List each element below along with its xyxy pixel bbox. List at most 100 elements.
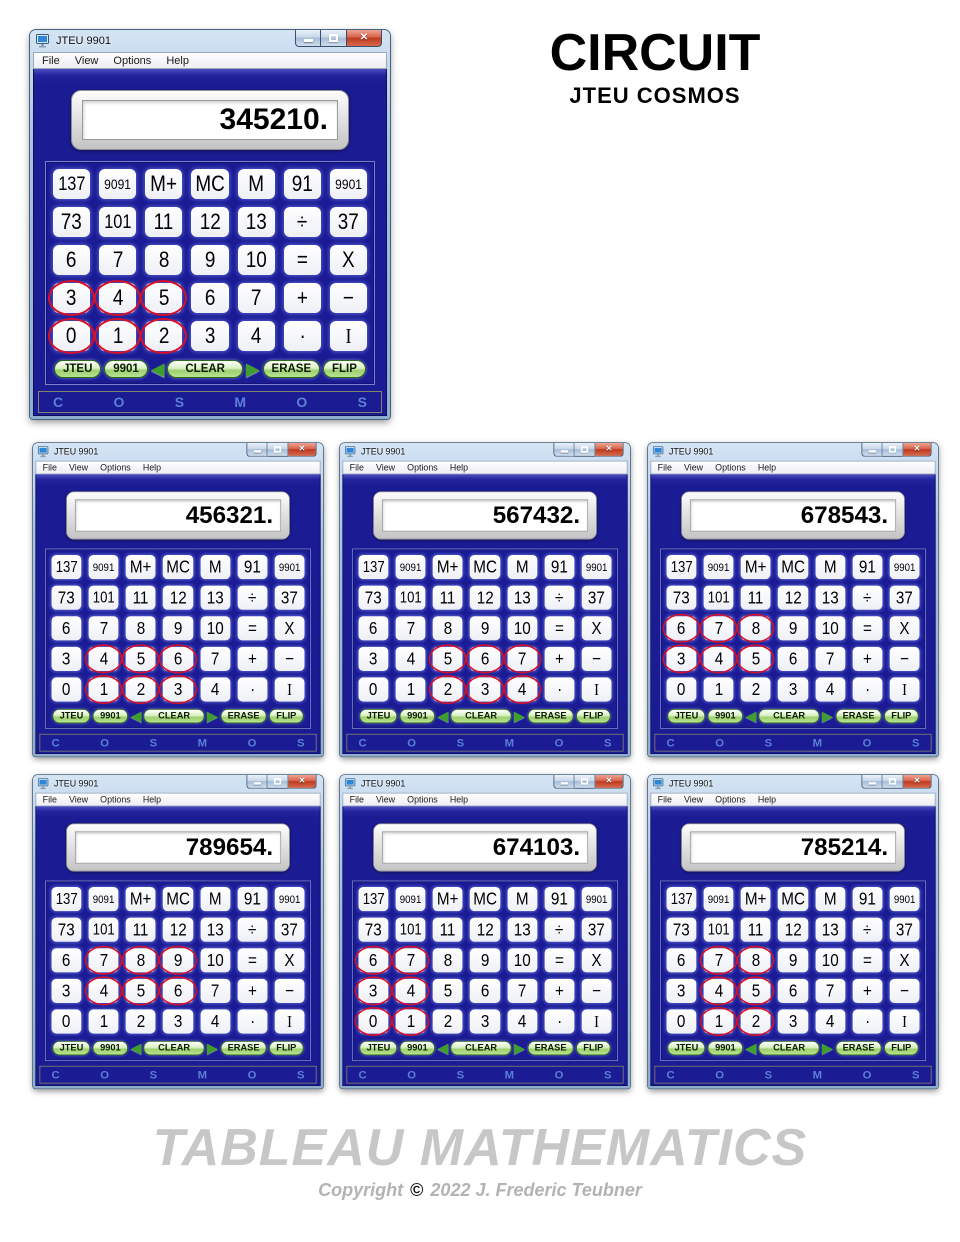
key-5[interactable]: 5 xyxy=(736,644,775,674)
key-4[interactable]: 4 xyxy=(237,321,275,351)
key-7[interactable]: 7 xyxy=(815,646,846,671)
key-12[interactable]: 12 xyxy=(778,585,808,610)
key-·[interactable]: · xyxy=(852,1009,883,1034)
minimize-button[interactable] xyxy=(861,775,883,789)
key-X[interactable]: X xyxy=(329,245,367,275)
key-9[interactable]: 9 xyxy=(778,948,808,973)
window-titlebar[interactable]: JTEU 9901 ✕ xyxy=(33,30,387,52)
key-=[interactable]: = xyxy=(852,948,883,973)
key-·[interactable]: · xyxy=(544,677,575,702)
key-6[interactable]: 6 xyxy=(51,616,82,641)
close-button[interactable]: ✕ xyxy=(287,775,317,789)
key-M[interactable]: M xyxy=(507,554,538,580)
key-6[interactable]: 6 xyxy=(662,613,701,643)
key-6[interactable]: 6 xyxy=(159,644,197,674)
menu-help[interactable]: Help xyxy=(449,794,469,805)
maximize-button[interactable] xyxy=(882,443,903,457)
key-8[interactable]: 8 xyxy=(125,616,156,641)
window-titlebar[interactable]: JTEU 9901 ✕ xyxy=(35,775,320,793)
minimize-button[interactable] xyxy=(553,443,575,457)
menu-options[interactable]: Options xyxy=(100,462,131,473)
key-9091[interactable]: 9091 xyxy=(395,886,426,912)
key-M[interactable]: M xyxy=(507,886,538,912)
erase-button[interactable]: ERASE xyxy=(220,708,267,724)
menu-help[interactable]: Help xyxy=(166,54,189,67)
key-÷[interactable]: ÷ xyxy=(544,585,575,610)
key-3[interactable]: 3 xyxy=(666,978,697,1003)
key-73[interactable]: 73 xyxy=(358,585,389,610)
key-4[interactable]: 4 xyxy=(84,644,123,674)
key-M+[interactable]: M+ xyxy=(125,554,156,580)
key-11[interactable]: 11 xyxy=(740,917,771,942)
key-13[interactable]: 13 xyxy=(200,917,231,942)
key-−[interactable]: − xyxy=(274,978,305,1003)
key-X[interactable]: X xyxy=(581,616,612,641)
menu-file[interactable]: File xyxy=(657,794,672,805)
key-+[interactable]: + xyxy=(237,978,268,1003)
9901-button[interactable]: 9901 xyxy=(707,708,743,724)
key-M[interactable]: M xyxy=(200,886,231,912)
menu-options[interactable]: Options xyxy=(407,462,438,473)
key-·[interactable]: · xyxy=(852,677,883,702)
key-+[interactable]: + xyxy=(544,978,575,1003)
key-8[interactable]: 8 xyxy=(145,245,183,275)
key-13[interactable]: 13 xyxy=(815,585,846,610)
key-9901[interactable]: 9901 xyxy=(274,886,305,912)
key-6[interactable]: 6 xyxy=(159,976,197,1006)
erase-button[interactable]: ERASE xyxy=(220,1040,267,1056)
key-10[interactable]: 10 xyxy=(237,245,275,275)
key-÷[interactable]: ÷ xyxy=(283,207,321,237)
key-·[interactable]: · xyxy=(237,1009,268,1034)
key-8[interactable]: 8 xyxy=(736,613,775,643)
key-2[interactable]: 2 xyxy=(428,675,467,705)
window-titlebar[interactable]: JTEU 9901 ✕ xyxy=(342,443,627,461)
key-3[interactable]: 3 xyxy=(191,321,229,351)
key-7[interactable]: 7 xyxy=(815,978,846,1003)
menu-help[interactable]: Help xyxy=(757,462,777,473)
right-arrow-button[interactable]: ▶ xyxy=(821,708,834,725)
key-10[interactable]: 10 xyxy=(815,948,846,973)
key-−[interactable]: − xyxy=(581,646,612,671)
window-titlebar[interactable]: JTEU 9901 ✕ xyxy=(650,443,935,461)
key-101[interactable]: 101 xyxy=(88,917,119,942)
key-12[interactable]: 12 xyxy=(470,585,500,610)
clear-button[interactable]: CLEAR xyxy=(450,708,512,724)
clear-button[interactable]: CLEAR xyxy=(167,360,243,378)
9901-button[interactable]: 9901 xyxy=(399,708,435,724)
key-137[interactable]: 137 xyxy=(51,886,82,912)
key-4[interactable]: 4 xyxy=(200,677,231,702)
menu-file[interactable]: File xyxy=(42,794,57,805)
key-10[interactable]: 10 xyxy=(200,616,231,641)
minimize-button[interactable] xyxy=(295,30,321,47)
key-0[interactable]: 0 xyxy=(666,677,697,702)
key-=[interactable]: = xyxy=(544,616,575,641)
key-37[interactable]: 37 xyxy=(889,917,920,942)
key-4[interactable]: 4 xyxy=(815,677,846,702)
key-7[interactable]: 7 xyxy=(99,245,137,275)
key-1[interactable]: 1 xyxy=(94,318,142,354)
key-10[interactable]: 10 xyxy=(200,948,231,973)
key-2[interactable]: 2 xyxy=(740,677,771,702)
key-2[interactable]: 2 xyxy=(140,318,188,354)
key-11[interactable]: 11 xyxy=(125,917,156,942)
9901-button[interactable]: 9901 xyxy=(707,1040,743,1056)
key-6[interactable]: 6 xyxy=(191,283,229,313)
key-5[interactable]: 5 xyxy=(736,976,775,1006)
key-9[interactable]: 9 xyxy=(163,616,193,641)
key-X[interactable]: X xyxy=(274,948,305,973)
jteu-button[interactable]: JTEU xyxy=(54,360,102,378)
minimize-button[interactable] xyxy=(553,775,575,789)
key-1[interactable]: 1 xyxy=(395,677,426,702)
clear-button[interactable]: CLEAR xyxy=(143,1040,205,1056)
key-4[interactable]: 4 xyxy=(200,1009,231,1034)
key-9091[interactable]: 9091 xyxy=(88,554,119,580)
key-3[interactable]: 3 xyxy=(51,978,82,1003)
key-6[interactable]: 6 xyxy=(778,978,808,1003)
key-4[interactable]: 4 xyxy=(84,976,123,1006)
key-11[interactable]: 11 xyxy=(432,585,463,610)
key-M+[interactable]: M+ xyxy=(432,886,463,912)
key-4[interactable]: 4 xyxy=(391,976,430,1006)
key-91[interactable]: 91 xyxy=(237,554,268,580)
key-X[interactable]: X xyxy=(274,616,305,641)
key-+[interactable]: + xyxy=(544,646,575,671)
